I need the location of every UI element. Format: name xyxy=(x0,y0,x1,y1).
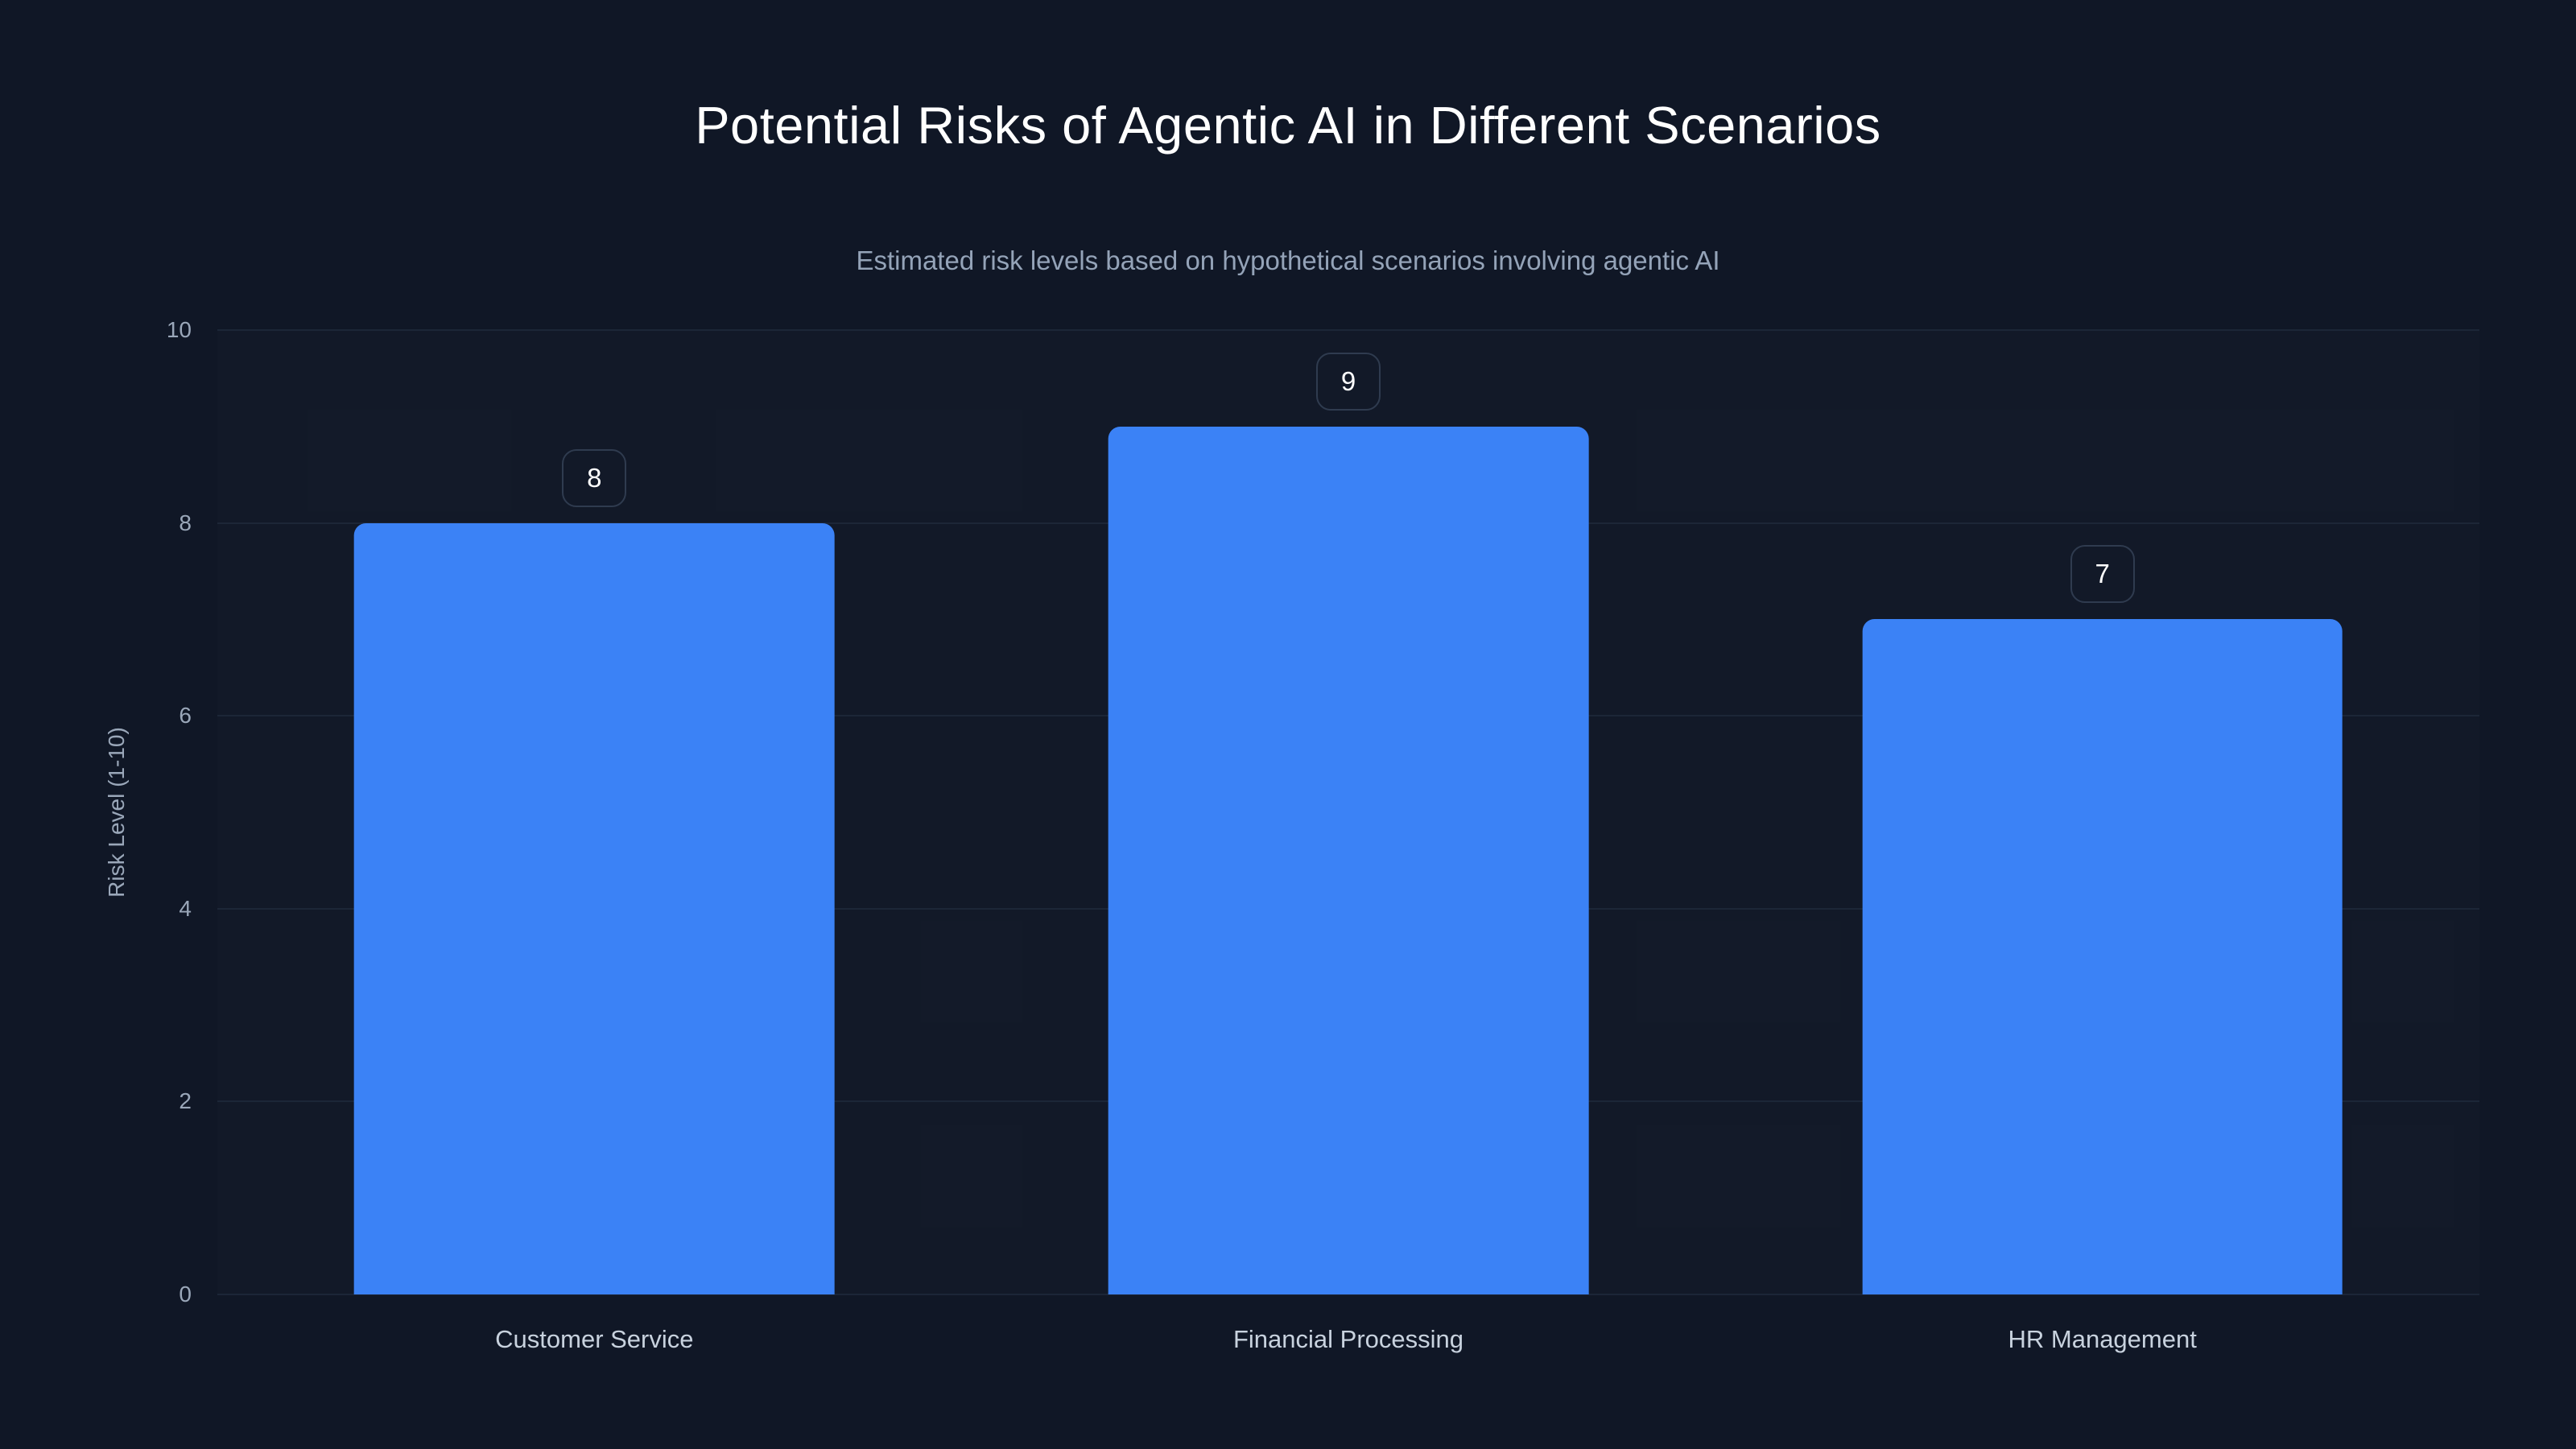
x-category-label: Customer Service xyxy=(495,1325,694,1353)
bar-value-label: 9 xyxy=(1316,352,1381,411)
x-category-label: Financial Processing xyxy=(1232,1325,1464,1353)
bar-value-label: 8 xyxy=(562,448,627,507)
y-tick-label: 8 xyxy=(179,510,192,535)
bar-group-customer-service: 8 Customer Service xyxy=(217,330,972,1353)
x-category-label: HR Management xyxy=(2008,1325,2197,1353)
grid-line xyxy=(217,329,2479,331)
bar-group-financial-processing: 9 Financial Processing xyxy=(972,330,1726,1353)
grid-line xyxy=(217,1294,2479,1295)
bar xyxy=(1862,619,2343,1294)
y-tick-label: 6 xyxy=(179,703,192,729)
bar xyxy=(354,522,835,1294)
y-tick-label: 4 xyxy=(179,895,192,921)
bars-layer: 8 Customer Service 9 Financial Processing 7 H… xyxy=(217,330,2479,1353)
y-tick-label: 0 xyxy=(179,1282,192,1307)
chart-title: Potential Risks of Agentic AI in Differe… xyxy=(695,96,1881,155)
bar xyxy=(1108,426,1589,1294)
y-axis-title: Risk Level (1-10) xyxy=(104,727,129,898)
chart-subtitle: Estimated risk levels based on hypotheti… xyxy=(856,246,1720,275)
y-tick-label: 10 xyxy=(166,317,192,342)
plot-area: 0 2 4 6 8 10 8 Customer Service 9 Financial Proc… xyxy=(167,317,2479,1353)
bar-group-hr-management: 7 HR Management xyxy=(1725,330,2479,1353)
bar-value-label: 7 xyxy=(2070,545,2135,604)
y-tick-label: 2 xyxy=(179,1088,192,1114)
